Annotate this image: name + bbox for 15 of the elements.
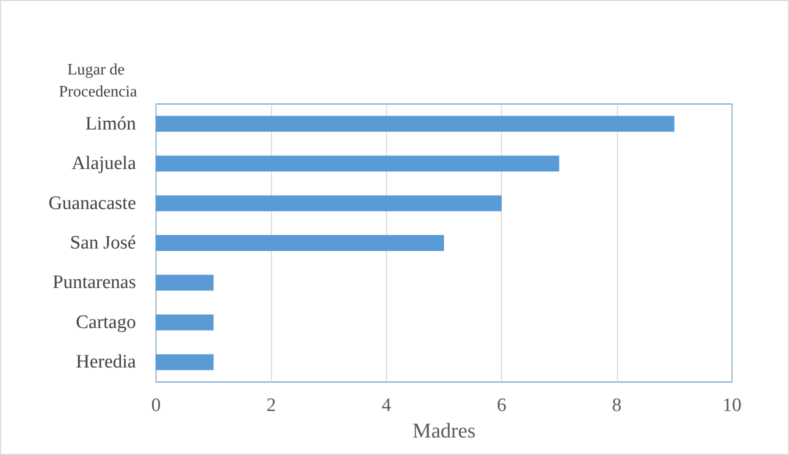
y-axis-title: Lugar de Procedencia: [58, 62, 138, 100]
x-tick-label: 4: [382, 395, 392, 416]
y-tick-label: Puntarenas: [52, 272, 136, 294]
x-tick-label: 2: [266, 395, 276, 416]
x-tick-label: 0: [151, 395, 161, 416]
y-tick-label: Cartago: [76, 312, 136, 333]
x-axis-title: Madres: [412, 418, 476, 442]
x-tick-label: 10: [722, 395, 742, 416]
y-tick-label: Heredia: [76, 352, 137, 373]
y-tick-label: Guanacaste: [48, 192, 136, 214]
y-tick-label: Alajuela: [72, 153, 137, 174]
x-tick-label: 8: [612, 395, 622, 416]
x-tick-label: 6: [496, 395, 506, 416]
y-tick-label: San José: [70, 232, 136, 254]
y-tick-label: Limón: [85, 113, 136, 134]
